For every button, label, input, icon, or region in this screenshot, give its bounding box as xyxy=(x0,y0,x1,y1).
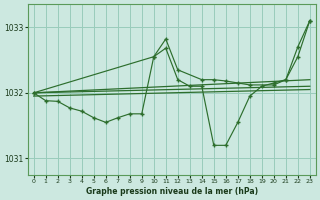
X-axis label: Graphe pression niveau de la mer (hPa): Graphe pression niveau de la mer (hPa) xyxy=(86,187,258,196)
